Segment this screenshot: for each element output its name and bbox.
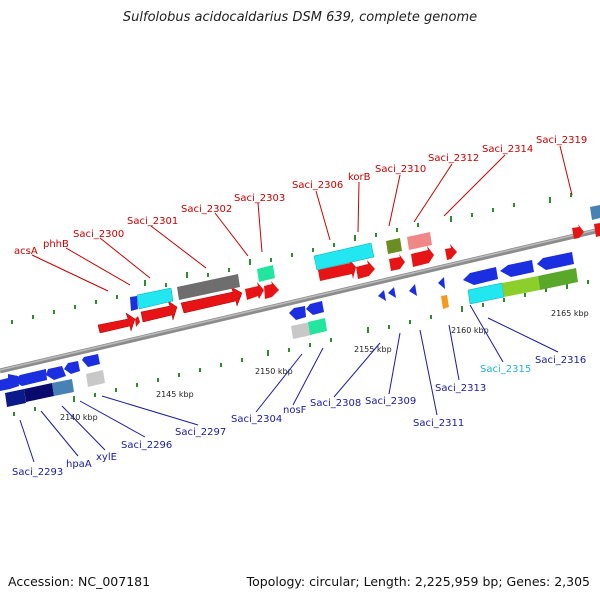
gene-box-lime-2[interactable] bbox=[538, 268, 578, 290]
gene-arrow-acsA[interactable] bbox=[97, 312, 136, 334]
gene-arrow-saci2319[interactable] bbox=[572, 224, 584, 239]
gene-arrow-saci2311[interactable] bbox=[409, 284, 417, 296]
gene-label-saci2319: Saci_2319 bbox=[536, 135, 587, 146]
bottom-labels: Saci_2293 hpaA xylE Saci_2296 Saci_2297 … bbox=[12, 355, 586, 478]
gene-arrow-xylE[interactable] bbox=[64, 361, 80, 374]
scale-tick-2145: 2145 kbp bbox=[156, 390, 194, 399]
gene-label-saci2308: Saci_2308 bbox=[310, 398, 361, 409]
gene-label-saci2304: Saci_2304 bbox=[231, 414, 282, 425]
gene-box-gray-2[interactable] bbox=[291, 322, 312, 339]
gene-arrow-saci2303[interactable] bbox=[264, 281, 279, 299]
gene-arrow-saci2302[interactable] bbox=[245, 282, 264, 300]
gene-label-saci2302: Saci_2302 bbox=[181, 204, 232, 215]
gene-label-saci2296: Saci_2296 bbox=[121, 440, 172, 451]
guide-ticks bbox=[11, 193, 589, 416]
top-leader-lines bbox=[31, 145, 573, 292]
top-strand-genes bbox=[97, 205, 600, 334]
gene-arrow-saci2314[interactable] bbox=[445, 244, 457, 260]
gene-label-saci2314: Saci_2314 bbox=[482, 144, 533, 155]
gene-label-nosF: nosF bbox=[283, 405, 307, 416]
gene-label-acsA: acsA bbox=[14, 246, 38, 257]
gene-label-saci2315: Saci_2315 bbox=[480, 364, 531, 375]
gene-arrow-saci2316a[interactable] bbox=[500, 260, 534, 277]
gene-label-phhB: phhB bbox=[43, 239, 69, 250]
bottom-strand-genes bbox=[0, 252, 578, 407]
gene-arrow-phhB[interactable] bbox=[135, 316, 140, 327]
gene-arrow-saci2308[interactable] bbox=[378, 290, 386, 301]
gene-arrow-saci2293a[interactable] bbox=[0, 374, 19, 391]
gene-box-cyan-1[interactable] bbox=[136, 287, 174, 310]
gene-box-saci2297[interactable] bbox=[86, 370, 105, 387]
gene-label-saci2300: Saci_2300 bbox=[73, 229, 124, 240]
bottom-leader-lines bbox=[19, 304, 559, 463]
gene-arrow-saci2312[interactable] bbox=[411, 246, 434, 267]
scale-tick-2160: 2160 kbp bbox=[451, 326, 489, 335]
gene-arrow-saci2304[interactable] bbox=[289, 306, 306, 320]
gene-arrow-saci2310[interactable] bbox=[389, 254, 405, 271]
scale-tick-2140: 2140 kbp bbox=[60, 413, 98, 422]
gene-arrow-saci2301[interactable] bbox=[180, 286, 243, 314]
gene-box-teal[interactable] bbox=[257, 265, 275, 282]
top-labels: acsA phhB Saci_2300 Saci_2301 Saci_2302 … bbox=[14, 135, 587, 257]
map-title: Sulfolobus acidocaldarius DSM 639, compl… bbox=[122, 10, 478, 25]
gene-box-lime-1[interactable] bbox=[502, 276, 540, 297]
gene-label-xylE: xylE bbox=[96, 452, 117, 463]
gene-arrow-saci2316b[interactable] bbox=[537, 252, 574, 270]
gene-label-saci2297: Saci_2297 bbox=[175, 427, 226, 438]
gene-label-saci2312: Saci_2312 bbox=[428, 153, 479, 164]
gene-box-teal-2[interactable] bbox=[308, 318, 327, 335]
scale-tick-2165: 2165 kbp bbox=[551, 309, 589, 318]
gene-arrow-saci2296[interactable] bbox=[82, 354, 100, 367]
gene-box-steel[interactable] bbox=[590, 205, 600, 220]
scale-tick-2150: 2150 kbp bbox=[255, 367, 293, 376]
footer-summary: Topology: circular; Length: 2,225,959 bp… bbox=[246, 574, 590, 589]
gene-box-gray[interactable] bbox=[177, 274, 240, 300]
gene-label-saci2316: Saci_2316 bbox=[535, 355, 586, 366]
gene-label-saci2309: Saci_2309 bbox=[365, 396, 416, 407]
gene-box-navy-2[interactable] bbox=[24, 383, 54, 402]
gene-arrow-saci2313[interactable] bbox=[438, 277, 445, 289]
genome-backbone bbox=[0, 227, 600, 374]
gene-arrow-saci2315[interactable] bbox=[463, 267, 498, 285]
gene-box-navy-1[interactable] bbox=[5, 389, 26, 407]
gene-arrow-saci2306[interactable] bbox=[318, 259, 356, 281]
gene-arrow-saci2309[interactable] bbox=[388, 287, 396, 298]
gene-box-blue-small[interactable] bbox=[130, 296, 138, 311]
gene-arrow-saci2300[interactable] bbox=[140, 300, 178, 323]
footer-accession: Accession: NC_007181 bbox=[8, 574, 151, 589]
gene-box-olive[interactable] bbox=[386, 238, 402, 254]
gene-label-saci2313: Saci_2313 bbox=[435, 383, 486, 394]
gene-label-saci2293: Saci_2293 bbox=[12, 467, 63, 478]
gene-label-saci2303: Saci_2303 bbox=[234, 193, 285, 204]
gene-box-cyan-3[interactable] bbox=[467, 282, 505, 305]
gene-label-hpaA: hpaA bbox=[66, 459, 92, 470]
gene-box-steel-2[interactable] bbox=[52, 379, 74, 396]
gene-label-saci2310: Saci_2310 bbox=[375, 164, 426, 175]
scale-tick-2155: 2155 kbp bbox=[354, 345, 392, 354]
gene-box-pink[interactable] bbox=[407, 232, 432, 250]
gene-arrow-edge-right[interactable] bbox=[594, 223, 600, 237]
gene-label-saci2306: Saci_2306 bbox=[292, 180, 343, 191]
gene-box-cyan-2[interactable] bbox=[313, 242, 375, 271]
gene-label-saci2311: Saci_2311 bbox=[413, 418, 464, 429]
gene-label-korB: korB bbox=[348, 172, 371, 183]
gene-arrow-hpaA[interactable] bbox=[46, 366, 66, 380]
gene-box-orange[interactable] bbox=[441, 295, 449, 309]
gene-arrow-saci2293b[interactable] bbox=[13, 369, 47, 386]
gene-arrow-korB[interactable] bbox=[356, 260, 375, 279]
gene-arrow-nosF[interactable] bbox=[306, 301, 324, 315]
gene-label-saci2301: Saci_2301 bbox=[127, 216, 178, 227]
